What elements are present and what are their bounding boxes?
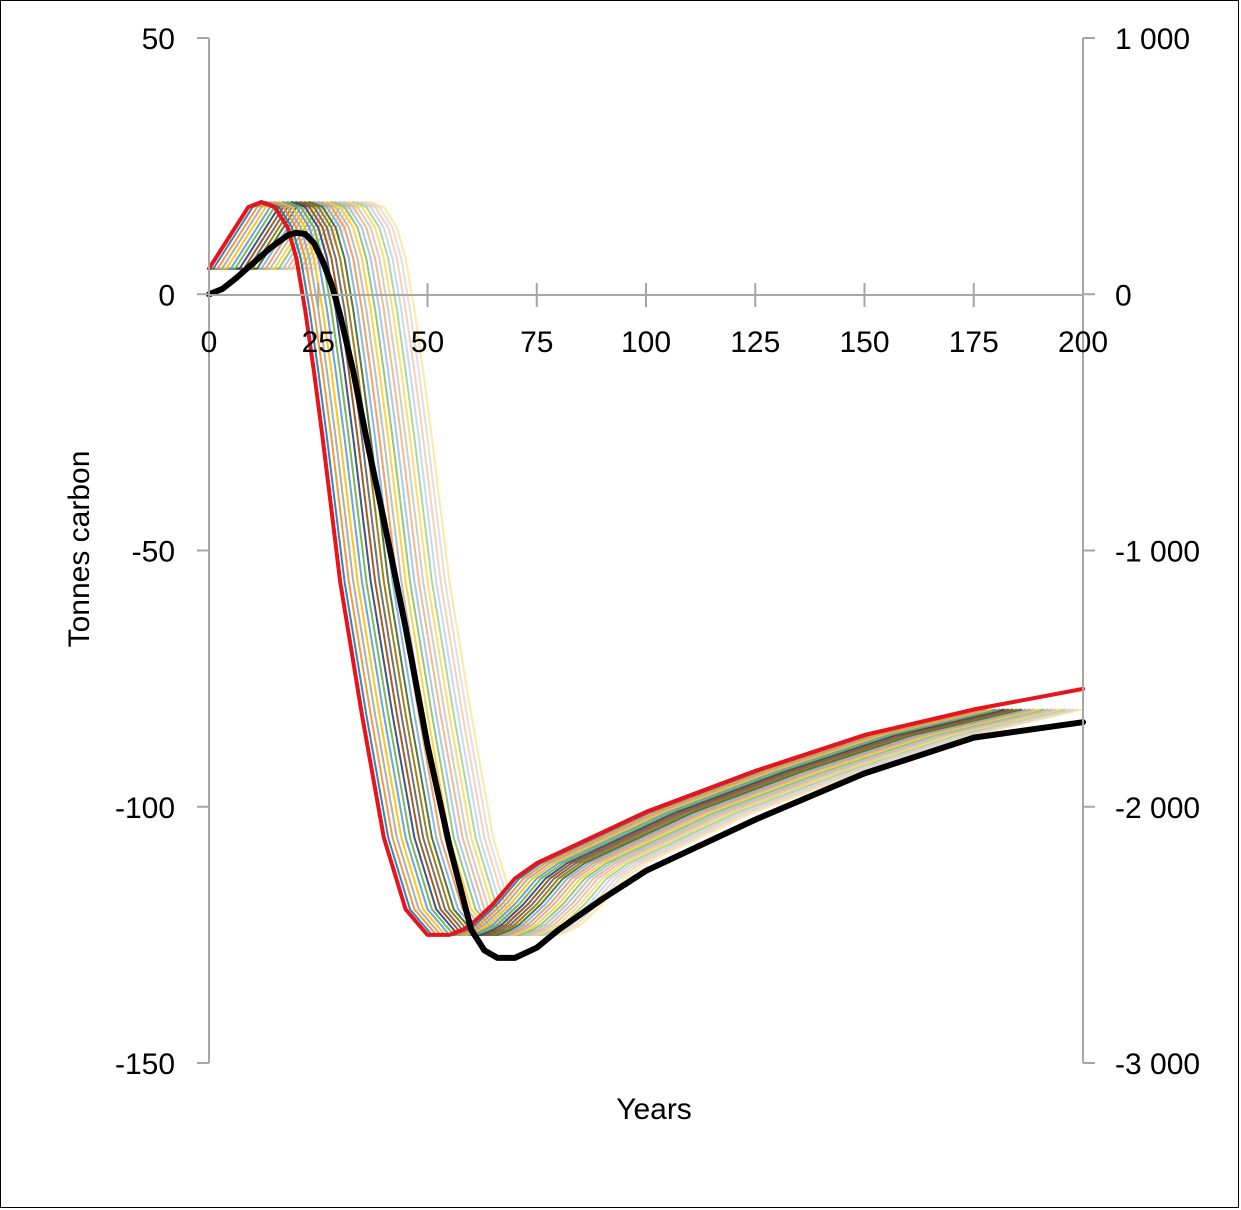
y-tick-right-label: -1 000 bbox=[1115, 536, 1200, 569]
x-tick-label: 25 bbox=[302, 326, 335, 359]
y-tick-left-label: -150 bbox=[115, 1048, 175, 1081]
x-tick-label: 100 bbox=[621, 326, 671, 359]
y-tick-left-label: -100 bbox=[115, 792, 175, 825]
x-axis-title: Years bbox=[616, 1093, 692, 1126]
axes-group bbox=[197, 37, 1095, 1064]
x-tick-label: 0 bbox=[201, 326, 218, 359]
x-tick-label: 150 bbox=[839, 326, 889, 359]
highlight-series-line bbox=[207, 200, 1085, 937]
cohort-series-line-3 bbox=[209, 201, 988, 936]
y-tick-left-label: 0 bbox=[158, 279, 175, 312]
x-tick-label: 75 bbox=[520, 326, 553, 359]
cumulative-series-line bbox=[206, 229, 1086, 961]
labels-group: Years Tonnes carbon 50 0 -50 -100 -150 1 000 0… bbox=[63, 23, 1200, 1126]
x-tick-label: 175 bbox=[949, 326, 999, 359]
cohort-series-line-8 bbox=[209, 201, 1009, 936]
y-tick-right-label: -3 000 bbox=[1115, 1048, 1200, 1081]
cohort-series-line-2 bbox=[209, 201, 983, 936]
y-tick-right-label: 1 000 bbox=[1115, 23, 1190, 56]
y-tick-left-label: 50 bbox=[142, 23, 175, 56]
x-tick-label: 50 bbox=[411, 326, 444, 359]
x-tick-label: 200 bbox=[1058, 326, 1108, 359]
y-tick-right-label: -2 000 bbox=[1115, 792, 1200, 825]
cohort-series-line-9 bbox=[209, 201, 1014, 936]
y-tick-left-label: -50 bbox=[132, 536, 175, 569]
series-group bbox=[206, 200, 1086, 961]
x-tick-label: 125 bbox=[730, 326, 780, 359]
y-axis-title: Tonnes carbon bbox=[63, 451, 96, 648]
cohort-series-line-1 bbox=[209, 201, 979, 936]
y-tick-right-label: 0 bbox=[1115, 279, 1132, 312]
cohort-series-line-10 bbox=[209, 201, 1018, 936]
cohort-series-line-5 bbox=[209, 201, 996, 936]
